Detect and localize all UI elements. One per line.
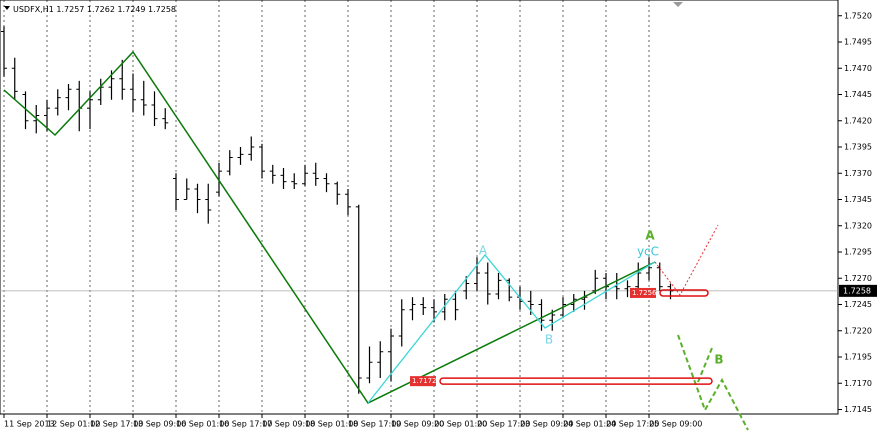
- annotation: B: [714, 353, 723, 367]
- shift-marker: [673, 2, 683, 7]
- x-tick-label: 20 Sep 01:00: [434, 420, 487, 429]
- annotation: A: [645, 229, 655, 243]
- bars: [1, 26, 674, 394]
- projection-line: [654, 224, 719, 296]
- y-tick-label: 1.7295: [844, 248, 872, 257]
- abc-pattern: [367, 253, 656, 404]
- current-price-box: [839, 284, 877, 297]
- header-value: 1.7257: [56, 5, 84, 14]
- x-tick-label: 17 Sep 09:00: [262, 420, 315, 429]
- level-label-box: [410, 376, 436, 387]
- x-tick-label: 16 Sep 17:00: [219, 420, 272, 429]
- current-price-label: 1.7258: [843, 286, 871, 295]
- x-tick-label: 12 Sep 01:00: [47, 420, 100, 429]
- plot-frame: [0, 0, 839, 415]
- x-tick-label: 12 Sep 17:00: [90, 420, 143, 429]
- x-tick-label: 16 Sep 01:00: [176, 420, 229, 429]
- y-tick-label: 1.7170: [844, 379, 872, 388]
- symbol: USDFX,H1: [13, 5, 54, 14]
- annotation: A: [479, 244, 488, 258]
- level-line: [659, 289, 709, 297]
- x-tick-label: 18 Sep 17:00: [348, 420, 401, 429]
- header-value: 1.7262: [87, 5, 115, 14]
- y-tick-label: 1.7445: [844, 90, 872, 99]
- y-tick-label: 1.7520: [844, 11, 872, 20]
- x-tick-label: 23 Sep 09:00: [520, 420, 573, 429]
- level-label-box: [630, 287, 656, 298]
- zigzag-line: [3, 50, 656, 404]
- y-tick-label: 1.7495: [844, 38, 872, 47]
- y-tick-label: 1.7220: [844, 326, 872, 335]
- y-tick-label: 1.7145: [844, 405, 872, 414]
- x-tick-label: 24 Sep 01:00: [563, 420, 616, 429]
- x-tick-label: 25 Sep 09:00: [649, 420, 702, 429]
- annotation: B: [545, 333, 553, 347]
- annotation: ycC: [637, 245, 659, 259]
- header-value: 1.7249: [117, 5, 145, 14]
- y-tick-label: 1.7420: [844, 116, 872, 125]
- header-value: 1.7258: [148, 5, 176, 14]
- y-tick-label: 1.7395: [844, 143, 872, 152]
- x-tick-label: 18 Sep 01:00: [305, 420, 358, 429]
- y-tick-label: 1.7470: [844, 64, 872, 73]
- y-tick-label: 1.7195: [844, 353, 872, 362]
- level-line: [439, 377, 713, 385]
- chart-header: USDFX,H1 1.7257 1.7262 1.7249 1.7258: [13, 5, 176, 14]
- level-label: 1.7256: [632, 289, 657, 297]
- projection-line-green: [697, 347, 713, 383]
- level-label: 1.7172: [412, 377, 437, 385]
- y-tick-label: 1.7345: [844, 195, 872, 204]
- y-tick-label: 1.7270: [844, 274, 872, 283]
- y-tick-label: 1.7245: [844, 300, 872, 309]
- x-tick-label: 11 Sep 2013: [4, 420, 55, 429]
- y-tick-label: 1.7370: [844, 169, 872, 178]
- x-tick-label: 24 Sep 17:00: [606, 420, 659, 429]
- y-tick-label: 1.7320: [844, 221, 872, 230]
- x-tick-label: 13 Sep 09:00: [133, 420, 186, 429]
- menu-arrow: [4, 6, 10, 10]
- x-tick-label: 20 Sep 17:00: [477, 420, 530, 429]
- projection-line-green: [677, 334, 749, 431]
- x-tick-label: 19 Sep 09:00: [391, 420, 444, 429]
